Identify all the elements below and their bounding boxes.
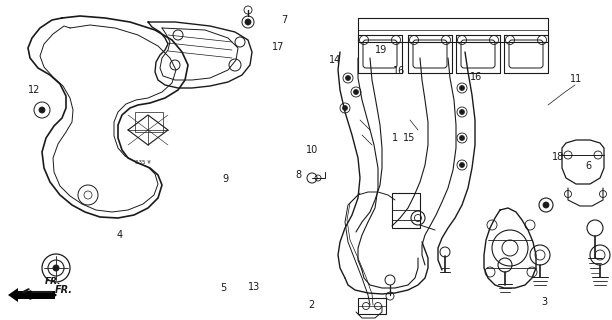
Text: 6: 6 [586, 161, 592, 172]
Text: 15: 15 [403, 133, 415, 143]
Circle shape [245, 19, 251, 25]
Text: 14: 14 [329, 55, 341, 65]
Text: 9: 9 [222, 174, 228, 184]
Text: FR.: FR. [45, 277, 61, 286]
Text: 7: 7 [282, 15, 288, 25]
FancyArrow shape [8, 288, 55, 302]
Text: 5: 5 [220, 283, 226, 293]
Circle shape [460, 163, 465, 167]
Circle shape [543, 202, 549, 208]
Text: 035 ¥: 035 ¥ [135, 159, 151, 164]
Bar [135, 112, 163, 132]
Circle shape [346, 76, 351, 81]
Text: 13: 13 [248, 282, 260, 292]
Text: 10: 10 [306, 145, 318, 156]
Text: 4: 4 [116, 230, 122, 240]
Text: 3: 3 [542, 297, 548, 308]
Text: 19: 19 [375, 44, 387, 55]
Text: 12: 12 [28, 84, 40, 95]
Circle shape [53, 265, 59, 271]
Text: 17: 17 [272, 42, 285, 52]
Circle shape [39, 107, 45, 113]
Text: 1: 1 [392, 132, 398, 143]
Circle shape [460, 109, 465, 115]
Text: 16: 16 [393, 66, 405, 76]
Circle shape [460, 85, 465, 91]
Text: 2: 2 [308, 300, 314, 310]
Bar [392, 193, 420, 228]
Bar [358, 298, 386, 314]
Circle shape [343, 106, 348, 110]
Text: 16: 16 [470, 72, 482, 82]
Text: 18: 18 [552, 152, 564, 162]
Text: 8: 8 [296, 170, 302, 180]
Text: FR.: FR. [55, 285, 73, 295]
Circle shape [354, 90, 359, 94]
Circle shape [460, 135, 465, 140]
Text: 11: 11 [570, 74, 583, 84]
